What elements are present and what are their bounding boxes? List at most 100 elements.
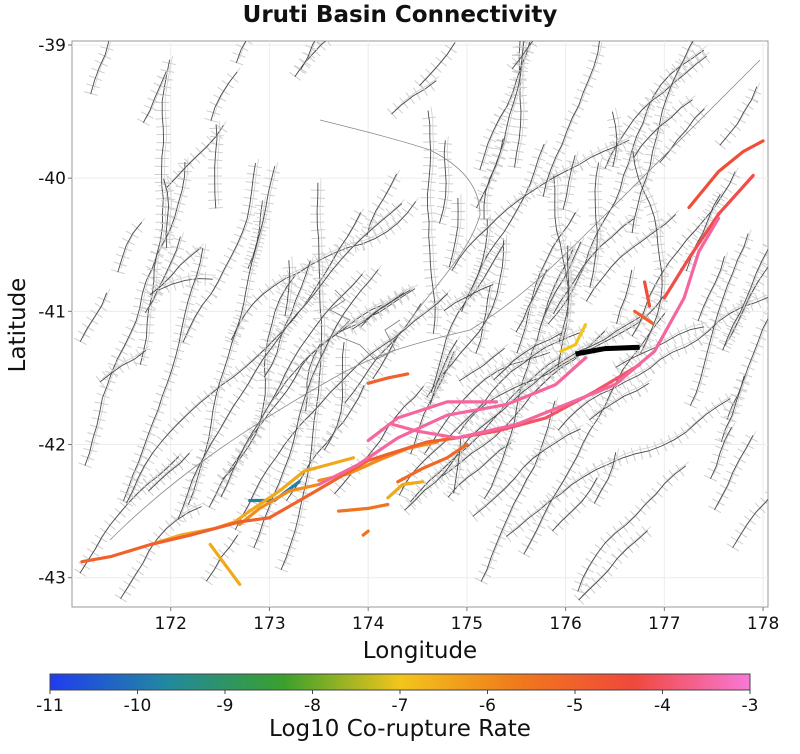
fault-patch-edge bbox=[717, 431, 757, 506]
fault-trace bbox=[149, 247, 202, 296]
fault-trace bbox=[84, 161, 186, 466]
fault-patch-edge bbox=[454, 135, 633, 267]
fault-patch-edge bbox=[592, 158, 602, 284]
fault-trace bbox=[551, 477, 598, 532]
fault-trace bbox=[210, 71, 238, 121]
colorbar-tick-label: -3 bbox=[742, 696, 759, 716]
source-fault-line bbox=[575, 344, 640, 357]
fault-trace bbox=[557, 296, 768, 431]
chart-title: Uruti Basin Connectivity bbox=[242, 2, 558, 28]
fault-trace bbox=[714, 435, 754, 511]
rupture-line bbox=[361, 529, 370, 537]
fault-patch-edge bbox=[303, 41, 316, 66]
x-tick-label: 174 bbox=[352, 614, 384, 634]
x-tick-label: 172 bbox=[154, 614, 186, 634]
fault-trace bbox=[79, 292, 108, 343]
fault-trace bbox=[542, 41, 600, 197]
rupture-line bbox=[337, 502, 390, 513]
fault-patch-edge bbox=[442, 136, 450, 220]
fault-patch-edge bbox=[688, 190, 724, 268]
fault-trace bbox=[451, 139, 630, 271]
fault-patch-edge bbox=[479, 41, 527, 205]
fault-patch-edge bbox=[475, 424, 584, 513]
fault-patch-edge bbox=[509, 394, 734, 533]
fault-trace bbox=[426, 238, 504, 398]
colorbar-tick-label: -8 bbox=[304, 696, 321, 716]
fault-trace bbox=[726, 317, 768, 420]
y-tick-label: -43 bbox=[38, 569, 66, 589]
fault-trace bbox=[177, 203, 403, 520]
fault-trace bbox=[323, 342, 345, 451]
fault-patch-edge bbox=[430, 106, 439, 330]
fault-trace bbox=[117, 222, 143, 273]
fault-trace bbox=[562, 155, 576, 210]
source-fault-group bbox=[575, 344, 640, 357]
fault-trace bbox=[732, 498, 768, 549]
fault-trace bbox=[459, 347, 505, 382]
fault-patch-edge bbox=[266, 256, 314, 374]
fault-trace bbox=[163, 178, 170, 249]
fault-trace bbox=[720, 375, 745, 442]
y-tick-label: -42 bbox=[38, 436, 66, 456]
fault-trace bbox=[611, 111, 618, 167]
fault-trace bbox=[90, 41, 110, 95]
fault-trace bbox=[476, 41, 525, 209]
fault-trace bbox=[515, 269, 548, 333]
fault-patch-edge bbox=[473, 139, 548, 291]
colorbar-label: Log10 Co-rupture Rate bbox=[269, 716, 531, 742]
x-tick-label: 178 bbox=[747, 614, 779, 634]
fault-trace bbox=[235, 41, 247, 64]
fault-trace bbox=[247, 200, 264, 269]
fault-trace bbox=[122, 247, 204, 502]
fault-patch-edge bbox=[518, 265, 551, 329]
fault-trace bbox=[334, 386, 424, 495]
fault-trace bbox=[577, 465, 687, 592]
fault-patch-edge bbox=[565, 151, 579, 206]
fault-trace bbox=[443, 283, 494, 312]
fault-patch-edge bbox=[166, 174, 173, 245]
fault-patch-edge bbox=[723, 371, 748, 438]
fault-trace bbox=[633, 99, 693, 159]
rupture-line bbox=[238, 482, 321, 526]
fault-patch-edge bbox=[126, 243, 207, 498]
fault-patch-edge bbox=[185, 159, 259, 339]
fault-trace bbox=[99, 349, 147, 383]
fault-patch-edge bbox=[478, 281, 494, 350]
fault-patch-edge bbox=[692, 229, 752, 402]
rupture-line bbox=[208, 542, 242, 586]
fault-trace bbox=[427, 110, 436, 334]
fault-patch-edge bbox=[93, 41, 112, 91]
sounds-coastline bbox=[329, 289, 401, 361]
fault-trace bbox=[710, 426, 733, 479]
fault-patch-edge bbox=[462, 343, 508, 378]
fault-patch-edge bbox=[223, 269, 366, 494]
fault-patch-edge bbox=[87, 157, 189, 462]
fault-trace bbox=[722, 248, 768, 351]
rupture-line bbox=[366, 372, 410, 385]
fault-trace bbox=[125, 212, 362, 504]
fault-trace bbox=[148, 452, 190, 492]
fault-patch-edge bbox=[145, 67, 170, 119]
fault-trace bbox=[547, 49, 705, 325]
fault-trace bbox=[616, 269, 633, 324]
fault-patch-edge bbox=[161, 274, 216, 287]
rupture-line bbox=[317, 356, 587, 487]
fault-patch-edge bbox=[713, 423, 736, 475]
fault-patch-edge bbox=[450, 438, 515, 494]
rupture-line bbox=[149, 456, 355, 546]
rupture-line bbox=[386, 480, 425, 500]
fault-trace bbox=[234, 293, 449, 530]
x-tick-label: 177 bbox=[648, 614, 680, 634]
colorbar-tick-label: -5 bbox=[567, 696, 584, 716]
fault-patch-edge bbox=[142, 55, 174, 361]
y-tick-label: -39 bbox=[38, 36, 66, 56]
fault-patch-edge bbox=[561, 241, 573, 339]
fault-trace bbox=[372, 330, 402, 379]
y-tick-label: -41 bbox=[38, 302, 66, 322]
fault-trace bbox=[483, 249, 574, 500]
fault-trace bbox=[439, 140, 447, 224]
fault-trace bbox=[142, 71, 167, 123]
rupture-line bbox=[662, 173, 755, 300]
fault-patch-edge bbox=[486, 245, 577, 496]
